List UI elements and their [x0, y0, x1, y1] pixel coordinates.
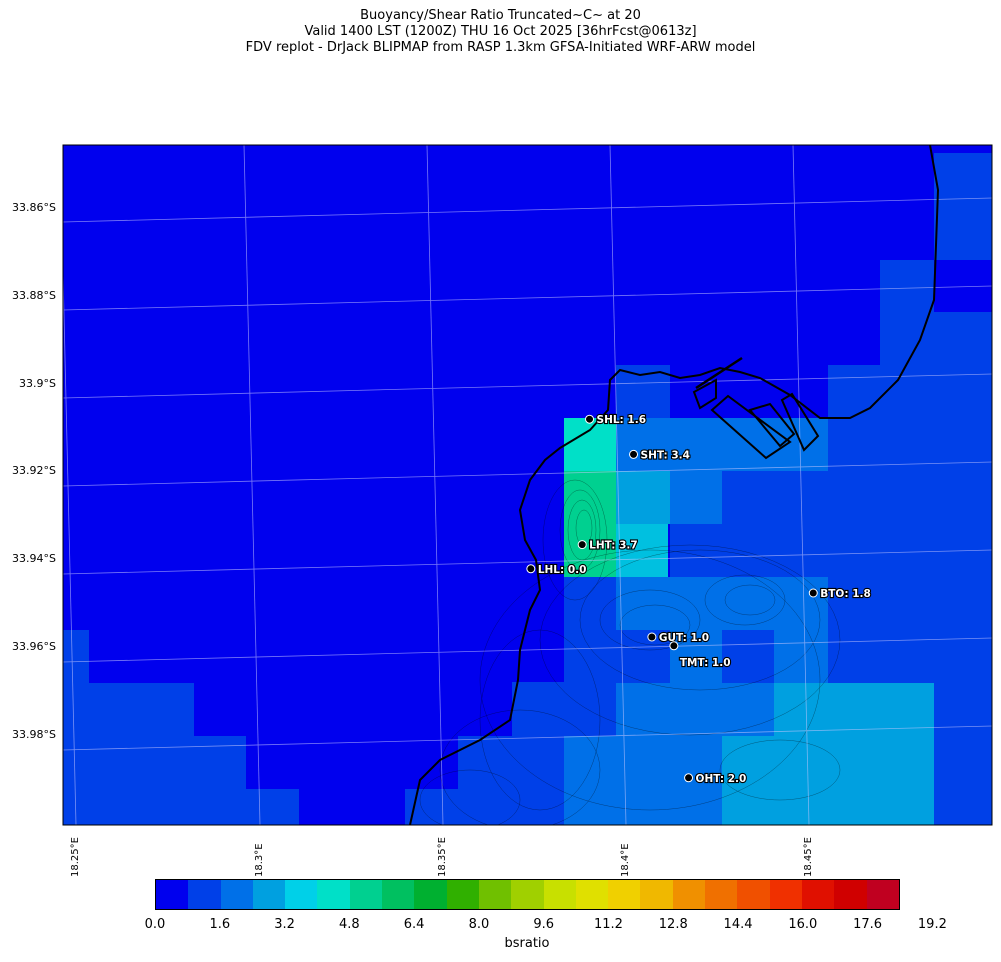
colorbar-segment — [446, 880, 479, 909]
latitude-label: 33.96°S — [12, 640, 56, 653]
colorbar-tick-label: 11.2 — [593, 917, 623, 932]
raster-cells — [63, 153, 992, 825]
colorbar-segment — [285, 880, 318, 909]
longitude-label: 18.25°E — [70, 837, 81, 877]
chart-title-line1: Buoyancy/Shear Ratio Truncated~C~ at 20 — [360, 8, 641, 23]
colorbar-tick-label: 4.8 — [339, 917, 360, 932]
colorbar-segment — [575, 880, 609, 909]
site-label: TMT: 1.0 — [680, 657, 731, 669]
colorbar-tick-label: 17.6 — [853, 917, 883, 932]
site-label: SHL: 1.6 — [597, 414, 647, 426]
longitude-label: 18.4°E — [620, 843, 631, 877]
chart-title-line3: FDV replot - DrJack BLIPMAP from RASP 1.… — [245, 40, 756, 55]
chart-title-line2: Valid 1400 LST (1200Z) THU 16 Oct 2025 [… — [304, 24, 697, 39]
colorbar-segment — [737, 880, 770, 909]
colorbar-segment — [511, 880, 544, 909]
colorbar-segment — [769, 880, 802, 909]
terrain-contours — [419, 479, 841, 825]
harbour-basin-3 — [780, 392, 820, 452]
colorbar-segment — [672, 880, 706, 909]
latitude-label: 33.98°S — [12, 728, 56, 741]
harbour-basin-1 — [710, 394, 792, 460]
colorbar-segment — [866, 880, 899, 909]
graticule — [63, 145, 992, 825]
latitude-label: 33.92°S — [12, 464, 56, 477]
colorbar-segment — [608, 880, 641, 909]
colorbar-segment — [349, 880, 383, 909]
latitude-label: 33.88°S — [12, 289, 56, 302]
latitude-label: 33.86°S — [12, 201, 56, 214]
colorbar-segment — [188, 880, 221, 909]
site-marker — [577, 540, 587, 550]
colorbar-tick-label: 1.6 — [209, 917, 231, 932]
colorbar-segment — [382, 880, 415, 909]
colorbar-segment — [543, 880, 576, 909]
latitude-label: 33.9°S — [19, 377, 56, 390]
coastline — [409, 145, 940, 825]
map-area — [63, 145, 992, 825]
map-frame — [62, 144, 993, 826]
colorbar-segment — [640, 880, 673, 909]
site-marker — [526, 564, 536, 574]
colorbar — [155, 879, 900, 910]
colorbar-segment — [705, 880, 738, 909]
site-marker — [647, 632, 657, 642]
colorbar-tick-label: 16.0 — [788, 917, 818, 932]
harbour-pier — [692, 378, 717, 410]
colorbar-segment — [317, 880, 350, 909]
colorbar-segment — [801, 880, 835, 909]
colorbar-tick-label: 19.2 — [917, 917, 947, 932]
colorbar-segment — [156, 880, 189, 909]
colorbar-segment — [252, 880, 286, 909]
colorbar-segment — [414, 880, 447, 909]
colorbar-tick-label: 12.8 — [658, 917, 688, 932]
site-marker — [585, 414, 595, 424]
colorbar-tick-label: 8.0 — [468, 917, 490, 932]
site-marker — [629, 449, 639, 459]
colorbar-tick-label: 9.6 — [533, 917, 555, 932]
colorbar-tick-label: 3.2 — [274, 917, 295, 932]
site-label: GUT: 1.0 — [659, 632, 709, 644]
colorbar-tick-label: 6.4 — [403, 917, 425, 932]
site-label: OHT: 2.0 — [696, 773, 747, 785]
colorbar-tick-label: 14.4 — [723, 917, 753, 932]
colorbar-segment — [220, 880, 253, 909]
colorbar-title: bsratio — [504, 936, 550, 951]
latitude-label: 33.94°S — [12, 552, 56, 565]
longitude-label: 18.45°E — [803, 837, 814, 877]
harbour-basin-2 — [748, 402, 796, 448]
site-label: BTO: 1.8 — [820, 588, 871, 600]
site-marker — [684, 773, 694, 783]
site-marker — [808, 588, 818, 598]
longitude-label: 18.35°E — [437, 837, 448, 877]
colorbar-segment — [834, 880, 867, 909]
breakwater — [695, 356, 743, 390]
site-label: LHT: 3.7 — [589, 540, 638, 552]
colorbar-segment — [478, 880, 512, 909]
longitude-label: 18.3°E — [254, 843, 265, 877]
site-label: SHT: 3.4 — [641, 449, 690, 461]
site-marker — [669, 641, 679, 651]
site-label: LHL: 0.0 — [538, 564, 587, 576]
colorbar-tick-label: 0.0 — [144, 917, 166, 932]
